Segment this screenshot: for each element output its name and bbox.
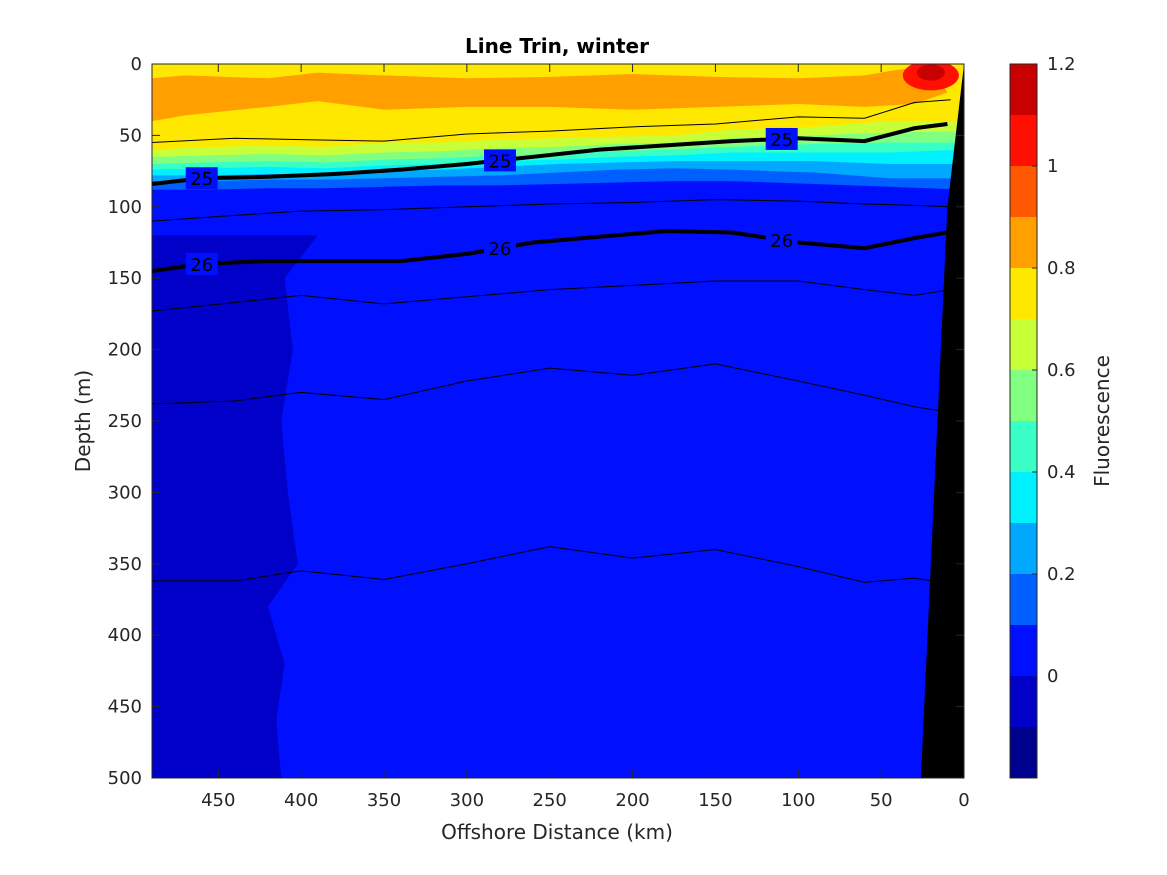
isopycnal-label-bg: [484, 149, 516, 172]
chart-title: Line Trin, winter: [465, 34, 649, 58]
colorbar-segment: [1010, 166, 1037, 217]
colorbar-tick-label: 0.2: [1047, 564, 1076, 585]
isopycnal-25: [152, 121, 948, 186]
isopycnal: [152, 99, 951, 144]
y-tick-label: 150: [108, 268, 142, 289]
isopycnal-label-bg: [484, 237, 516, 260]
isopycnal-label-bg: [185, 167, 218, 190]
colorbar-segment: [1010, 319, 1037, 370]
colorbar-tick-label: 0.4: [1047, 462, 1076, 483]
colorbar-segment: [1010, 268, 1037, 319]
isopycnal: [152, 199, 951, 222]
y-tick-label: 50: [119, 125, 142, 146]
colorbar-segment: [1010, 421, 1037, 472]
fluorescence-maximum: [916, 64, 945, 81]
colorbar-segment: [1010, 574, 1037, 625]
isopycnal-label: 26: [489, 239, 512, 260]
y-tick-label: 400: [108, 625, 142, 646]
fluorescence-contours: [152, 64, 964, 190]
colorbar-segment: [1010, 64, 1037, 115]
isopycnal-26: [152, 229, 948, 274]
colorbar-tick-label: 0: [1047, 666, 1058, 687]
x-axis-label: Offshore Distance (km): [441, 820, 673, 844]
colorbar-segment: [1010, 727, 1037, 778]
y-tick-label: 500: [108, 768, 142, 789]
x-tick-label: 50: [870, 790, 893, 811]
fluorescence-band: [152, 66, 948, 122]
isopycnal-label-bg: [765, 127, 798, 150]
low-fluorescence-region: [152, 235, 318, 778]
y-tick-label: 250: [108, 411, 142, 432]
isopycnal-label: 25: [489, 151, 512, 172]
colorbar-frame: [1009, 63, 1038, 779]
x-tick-label: 450: [201, 790, 235, 811]
x-tick-label: 100: [781, 790, 815, 811]
isopycnal: [152, 363, 951, 413]
y-tick-label: 0: [131, 54, 142, 75]
colorbar-segment: [1010, 625, 1037, 676]
plot-area: 25 25 25 26 26 26: [152, 64, 964, 778]
colorbar-tick-label: 1: [1047, 156, 1058, 177]
x-tick-label: 300: [450, 790, 484, 811]
x-tick-label: 350: [367, 790, 401, 811]
colorbar-segment: [1010, 370, 1037, 421]
colorbar-tick-label: 0.8: [1047, 258, 1076, 279]
y-tick-label: 100: [108, 197, 142, 218]
colorbar-segment: [1010, 115, 1037, 166]
y-tick-label: 350: [108, 554, 142, 575]
colorbar-segment: [1010, 523, 1037, 574]
seafloor: [920, 64, 964, 778]
density-contours: 25 25 25 26 26 26: [152, 99, 951, 585]
x-tick-label: 200: [615, 790, 649, 811]
colorbar-segment: [1010, 472, 1037, 523]
x-tick-label: 400: [284, 790, 318, 811]
colorbar-tick-label: 1.2: [1047, 54, 1076, 75]
y-tick-label: 450: [108, 697, 142, 718]
colorbar: 0 0.2 0.4 0.6 0.8 1 1.2: [1009, 54, 1076, 779]
low-fluorescence-region: [152, 235, 318, 778]
colorbar-segment: [1010, 217, 1037, 268]
x-axis-ticks: 450 400 350 300 250 200 150 100 50 0: [201, 64, 970, 811]
y-axis-label: Depth (m): [71, 370, 95, 472]
seafloor-shape: [920, 64, 964, 778]
colorbar-segment: [1010, 676, 1037, 727]
isopycnal-label: 26: [190, 255, 213, 276]
y-tick-label: 200: [108, 340, 142, 361]
colorbar-tick-label: 0.6: [1047, 360, 1076, 381]
isopycnal-label-bg: [765, 229, 798, 252]
colorbar-label: Fluorescence: [1090, 355, 1114, 487]
isopycnal: [152, 280, 951, 312]
isopycnal-label-bg: [185, 252, 218, 275]
x-tick-label: 250: [533, 790, 567, 811]
y-axis-ticks: 0 50 100 150 200 250 300 350 400 450 500: [108, 54, 964, 789]
isopycnal-label: 25: [190, 169, 213, 190]
x-tick-label: 150: [698, 790, 732, 811]
isopycnal-label: 26: [770, 231, 793, 252]
isopycnal-label: 25: [770, 130, 793, 151]
y-tick-label: 300: [108, 482, 142, 503]
x-tick-label: 0: [958, 790, 969, 811]
isopycnal: [152, 546, 951, 585]
